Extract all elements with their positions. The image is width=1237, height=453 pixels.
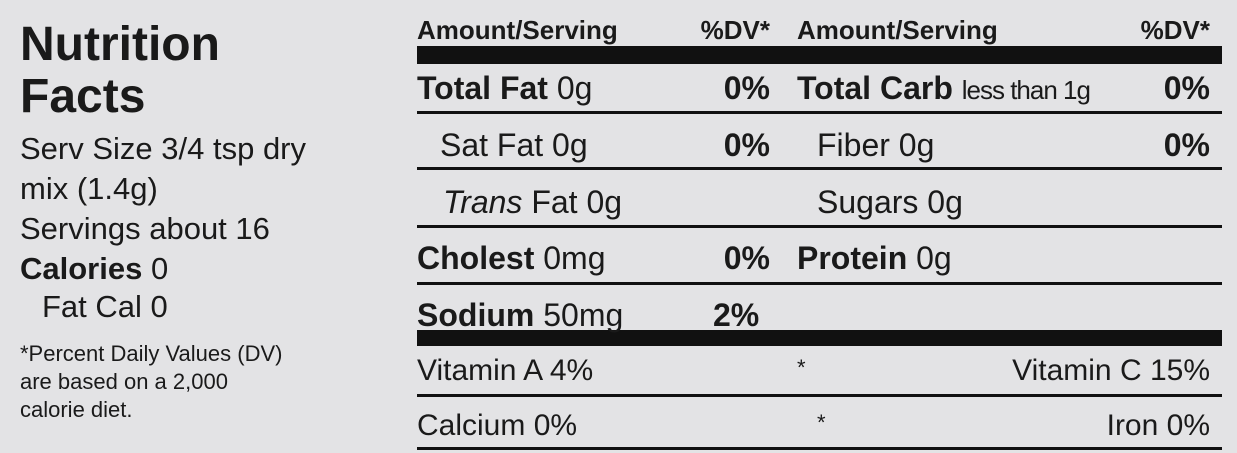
nutrient: Sat Fat 0g	[440, 127, 588, 163]
rule	[417, 111, 1222, 114]
nutrient-name: Fat 0g	[531, 184, 623, 220]
header: %DV*	[1140, 15, 1210, 45]
nutrient: Sugars 0g	[817, 184, 963, 220]
dv: 0%	[723, 127, 770, 163]
servings: Servings about 16	[20, 211, 270, 246]
nutrient: Fiber 0g	[817, 127, 935, 163]
calories-label: Calories	[20, 251, 143, 286]
vitamin: Iron 0%	[1106, 409, 1210, 442]
title: Facts	[20, 70, 146, 123]
footnote: are based on a 2,000	[20, 369, 228, 394]
nutrient: Cholest 0mg	[417, 240, 605, 276]
title: Nutrition	[20, 18, 220, 71]
separator: *	[817, 410, 826, 435]
nutrient: Total Fat 0g	[417, 70, 592, 106]
amount: less than 1g	[961, 75, 1091, 105]
dv: 2%	[713, 297, 760, 333]
rule	[417, 394, 1222, 397]
nutrient-name: Protein	[797, 240, 908, 276]
nutrient: Trans Fat 0g	[443, 184, 622, 220]
nutrient: Total Carb less than 1g	[797, 70, 1091, 108]
separator: *	[797, 355, 806, 380]
footnote: *Percent Daily Values (DV)	[20, 341, 283, 366]
header: %DV*	[700, 15, 770, 45]
fat-cal: Fat Cal 0	[42, 289, 168, 324]
serving-size: mix (1.4g)	[20, 171, 158, 206]
dv: 0%	[1163, 127, 1210, 163]
nutrient-name: Total Carb	[797, 70, 953, 106]
rule	[417, 46, 1222, 64]
footnote: calorie diet.	[20, 397, 133, 422]
dv: 0%	[723, 70, 770, 106]
vitamin: Calcium 0%	[417, 409, 578, 442]
nutrient: Protein 0g	[797, 240, 952, 276]
dv: 0%	[723, 240, 770, 276]
vitamin: Vitamin A 4%	[417, 354, 594, 387]
amount: 50mg	[543, 297, 624, 333]
header: Amount/Serving	[797, 15, 998, 45]
nutrient: Sodium 50mg	[417, 297, 623, 333]
rule	[417, 282, 1222, 285]
vitamin: Vitamin C 15%	[1012, 354, 1210, 387]
calories: Calories 0	[20, 250, 168, 288]
rule	[417, 330, 1222, 346]
serving-size: Serv Size 3/4 tsp dry	[20, 131, 307, 166]
nutrient-name: Total Fat	[417, 70, 548, 106]
nutrient-name: Sodium	[417, 297, 535, 333]
header: Amount/Serving	[417, 15, 618, 45]
nutrient-name: Cholest	[417, 240, 535, 276]
rule	[417, 447, 1222, 450]
rule	[417, 225, 1222, 228]
nutrient-name: Trans	[443, 184, 523, 220]
amount: 0g	[556, 70, 593, 106]
rule	[417, 167, 1222, 170]
amount: 0g	[916, 240, 952, 276]
amount: 0mg	[543, 240, 606, 276]
calories-value: 0	[150, 251, 169, 286]
dv: 0%	[1163, 70, 1210, 106]
